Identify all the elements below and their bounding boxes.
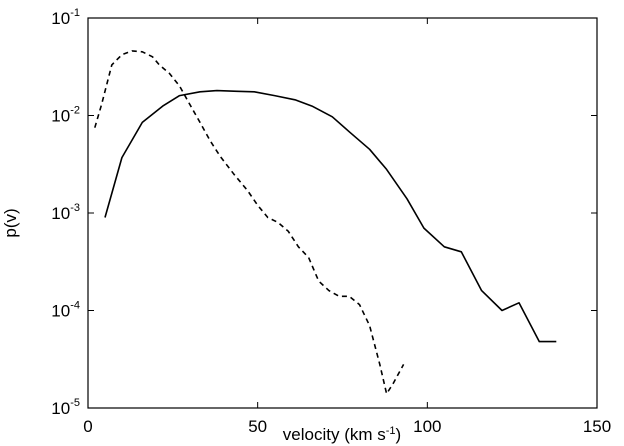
y-tick-label: 10-2 <box>51 105 80 126</box>
x-tick-label: 50 <box>248 417 267 436</box>
plot-frame <box>87 17 598 409</box>
plot-area <box>87 17 598 409</box>
axis-ticks: 0 50 100 150 10-1 10-2 10-3 10-4 10-5 <box>51 7 611 436</box>
x-axis-label: velocity (km s-1) <box>283 425 401 444</box>
series-group <box>94 50 557 395</box>
series-line-solid <box>104 89 557 343</box>
series-line-dashed <box>94 50 405 395</box>
x-tick-label: 100 <box>413 417 441 436</box>
y-tick-label: 10-4 <box>51 300 80 321</box>
y-tick-label: 10-5 <box>51 397 80 418</box>
y-tick-label: 10-3 <box>51 202 80 223</box>
y-axis-label: p(v) <box>1 208 20 237</box>
y-tick-label: 10-1 <box>51 7 80 28</box>
x-tick-label: 0 <box>83 417 92 436</box>
x-tick-label: 150 <box>583 417 611 436</box>
